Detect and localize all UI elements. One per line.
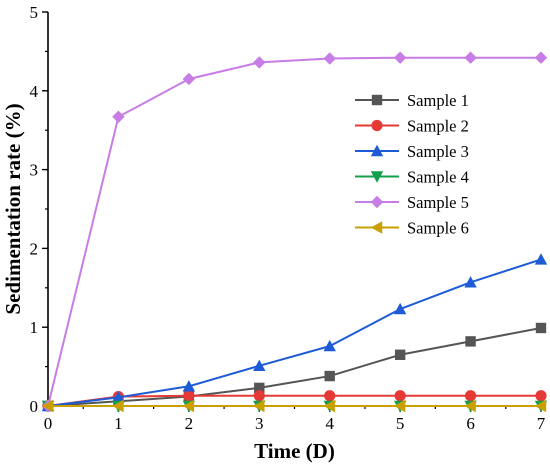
data-point bbox=[323, 399, 335, 413]
x-tick-label: 6 bbox=[466, 414, 475, 433]
y-tick-label: 2 bbox=[30, 239, 39, 258]
series-3 bbox=[41, 253, 548, 412]
legend-item: Sample 3 bbox=[355, 142, 469, 161]
data-point bbox=[41, 399, 54, 413]
data-point bbox=[535, 390, 547, 402]
data-point bbox=[253, 359, 266, 372]
legend-marker bbox=[370, 171, 384, 183]
data-point bbox=[393, 399, 406, 413]
series-6 bbox=[41, 399, 547, 413]
data-point bbox=[183, 390, 195, 402]
data-point bbox=[324, 370, 335, 382]
y-tick-label: 1 bbox=[30, 318, 39, 337]
data-point bbox=[465, 336, 476, 347]
y-tick-label: 4 bbox=[30, 82, 39, 101]
legend-label: Sample 6 bbox=[407, 219, 469, 238]
x-axis-title: Time (D) bbox=[254, 439, 335, 463]
legend-label: Sample 2 bbox=[407, 117, 469, 136]
data-point bbox=[323, 52, 336, 65]
y-tick-label: 5 bbox=[30, 3, 39, 22]
data-point bbox=[464, 399, 476, 413]
legend-item: Sample 5 bbox=[355, 193, 469, 212]
data-point bbox=[253, 56, 266, 69]
legend-marker bbox=[370, 195, 384, 209]
legend-item: Sample 2 bbox=[355, 117, 469, 136]
x-tick-label: 5 bbox=[396, 414, 405, 433]
legend-item: Sample 6 bbox=[355, 219, 469, 238]
series-line bbox=[47, 327, 542, 407]
data-point bbox=[534, 253, 548, 265]
x-tick-label: 7 bbox=[537, 414, 546, 433]
x-tick-label: 3 bbox=[255, 414, 264, 433]
series-line bbox=[47, 56, 541, 407]
legend-label: Sample 3 bbox=[407, 142, 469, 161]
series-layer bbox=[41, 51, 548, 413]
y-tick-label: 3 bbox=[30, 161, 39, 180]
y-tick-label: 0 bbox=[30, 397, 39, 416]
legend-marker bbox=[370, 221, 383, 234]
legend-marker bbox=[371, 119, 383, 132]
data-point bbox=[393, 302, 407, 315]
legend-label: Sample 1 bbox=[407, 91, 469, 110]
data-point bbox=[253, 390, 265, 402]
x-tick-label: 4 bbox=[325, 414, 334, 433]
x-tick-label: 1 bbox=[114, 414, 123, 433]
data-point bbox=[534, 51, 548, 64]
data-point bbox=[182, 72, 196, 86]
legend: Sample 1 Sample 2 Sample 3 Sample 4 Sample 5… bbox=[355, 91, 469, 238]
data-point bbox=[182, 380, 196, 392]
data-point bbox=[394, 390, 406, 402]
data-point bbox=[464, 51, 477, 64]
x-tick-label: 2 bbox=[185, 414, 194, 433]
data-point bbox=[112, 399, 124, 413]
legend-marker bbox=[371, 94, 383, 106]
data-point bbox=[534, 399, 547, 413]
data-point bbox=[393, 51, 407, 64]
legend-item: Sample 4 bbox=[355, 168, 469, 187]
y-axis-title: Sedimentation rate (%) bbox=[1, 103, 25, 314]
data-point bbox=[394, 349, 406, 360]
series-5 bbox=[41, 51, 548, 413]
data-point bbox=[254, 382, 265, 394]
data-point bbox=[464, 276, 477, 288]
series-line bbox=[47, 258, 542, 407]
data-point bbox=[182, 399, 195, 413]
data-point bbox=[112, 110, 125, 124]
legend-label: Sample 4 bbox=[407, 168, 469, 187]
x-tick-label: 0 bbox=[44, 414, 53, 433]
data-point bbox=[324, 390, 336, 402]
data-point bbox=[535, 322, 547, 334]
data-point bbox=[323, 339, 336, 352]
data-point bbox=[112, 391, 125, 403]
data-point bbox=[253, 399, 265, 413]
legend-item: Sample 1 bbox=[355, 91, 469, 110]
data-point bbox=[464, 390, 477, 402]
legend-label: Sample 5 bbox=[407, 193, 469, 212]
legend-marker bbox=[370, 144, 384, 157]
